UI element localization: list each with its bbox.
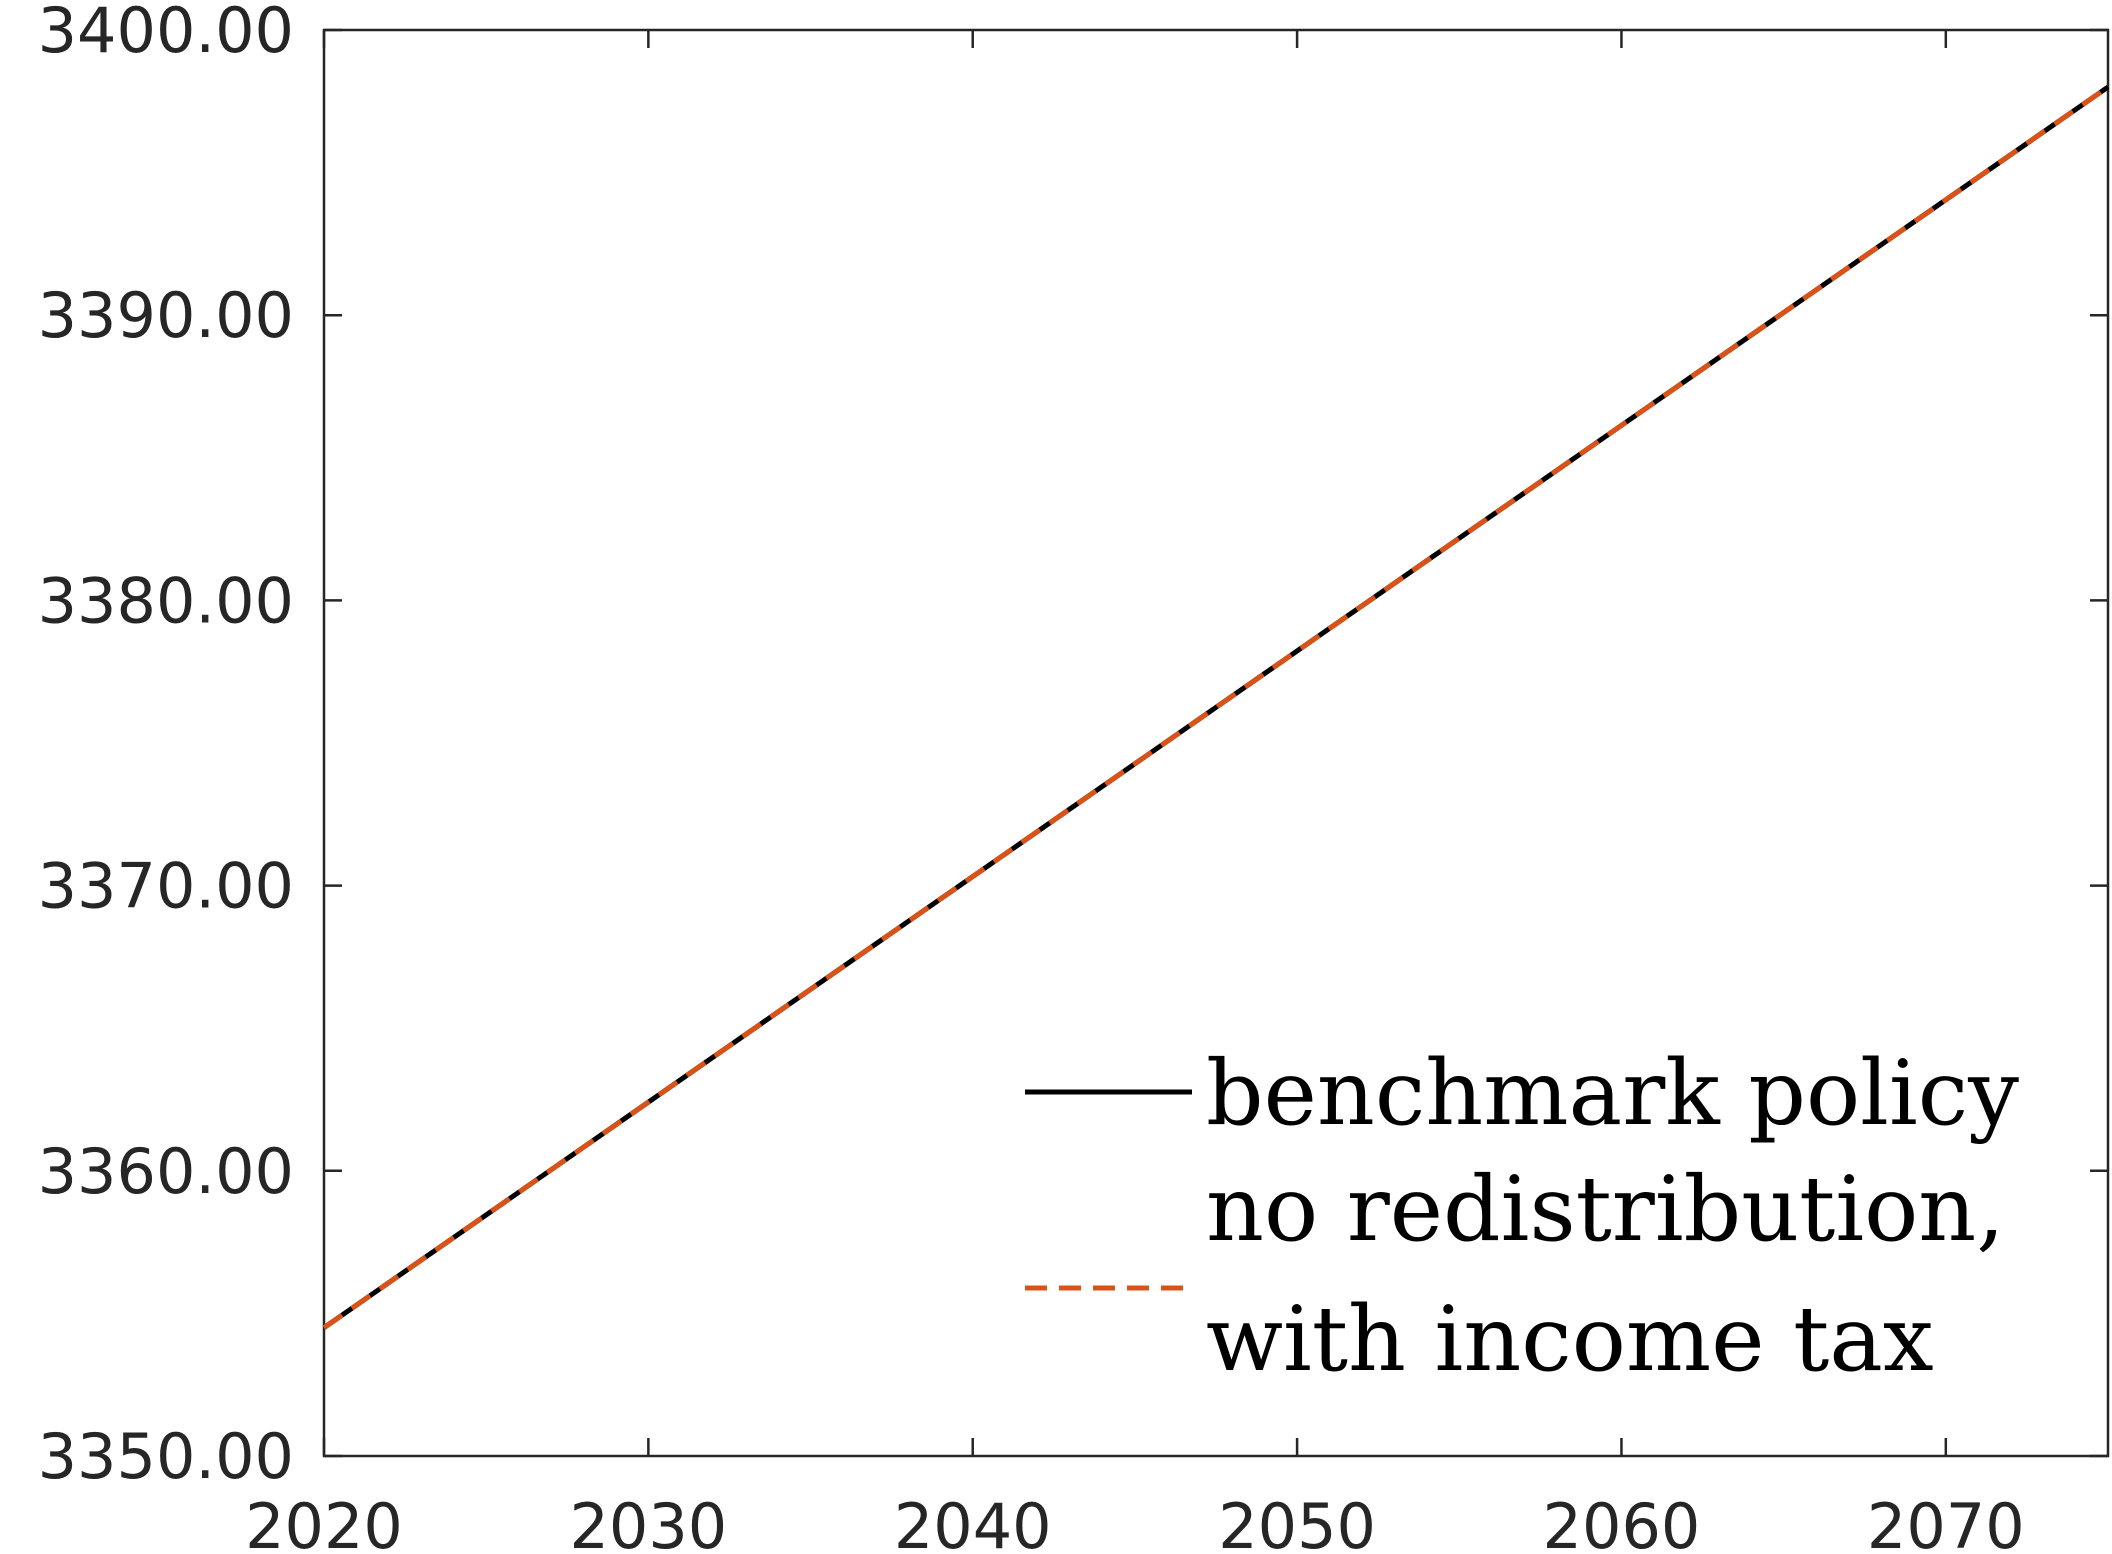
y-tick-label: 3350.00 <box>38 1420 294 1493</box>
legend-label-benchmark-policy: benchmark policy <box>1206 1041 2019 1146</box>
plot-axes: 2020 2030 2040 2050 2060 2070 3350.00 3360.00 33… <box>38 0 2110 1554</box>
x-tick-label: 2060 <box>1543 1490 1701 1554</box>
legend-label-no-redistribution: no redistribution, <box>1206 1157 2005 1262</box>
x-tick-label: 2020 <box>245 1490 403 1554</box>
series-layer <box>322 84 2110 1330</box>
y-tick-label: 3370.00 <box>38 850 294 923</box>
plot-frame <box>322 28 2110 1458</box>
x-tick-label: 2070 <box>1867 1490 2025 1554</box>
x-tick-label: 2050 <box>1218 1490 1376 1554</box>
legend: benchmark policy no redistribution, with i… <box>1025 1041 2019 1392</box>
legend-label-with-income-tax: with income tax <box>1206 1287 1934 1392</box>
series-line-no-redistribution <box>322 84 2110 1330</box>
y-tick-label: 3360.00 <box>38 1135 294 1208</box>
y-tick-label: 3390.00 <box>38 279 294 352</box>
y-tick-label: 3380.00 <box>38 564 294 637</box>
x-tick-label: 2030 <box>569 1490 727 1554</box>
y-tick-label: 3400.00 <box>38 0 294 67</box>
x-tick-label: 2040 <box>894 1490 1052 1554</box>
